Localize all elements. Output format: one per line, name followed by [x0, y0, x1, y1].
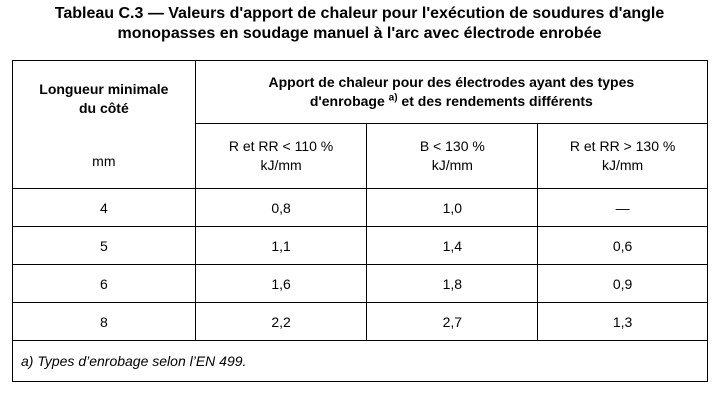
table-row: 8 2,2 2,7 1,3	[12, 302, 708, 341]
footnote-row: a) Types d’enrobage selon l’EN 499.	[12, 340, 708, 382]
value-cell: 1,3	[537, 302, 708, 341]
column-header-1-unit: kJ/mm	[260, 157, 302, 173]
length-cell: 6	[12, 264, 196, 303]
table-caption: Tableau C.3 — Valeurs d'apport de chaleu…	[0, 4, 719, 44]
row-header-cell: Longueur minimale du côté mm	[12, 60, 196, 189]
value-cell: 0,9	[537, 264, 708, 303]
column-header-2-label: B < 130 %	[419, 138, 485, 154]
row-header-line-2: du côté	[78, 99, 129, 116]
column-header-3: R et RR > 130 % kJ/mm	[537, 123, 708, 189]
value-cell: 0,6	[537, 226, 708, 265]
length-cell: 4	[12, 188, 196, 227]
value-cell: 1,8	[366, 264, 539, 303]
footnote: a) Types d’enrobage selon l’EN 499.	[12, 340, 708, 382]
table-row: 5 1,1 1,4 0,6	[12, 226, 708, 265]
length-cell: 5	[12, 226, 196, 265]
value-cell: 1,1	[194, 226, 368, 265]
value-cell: 2,7	[366, 302, 539, 341]
row-header-label: Longueur minimale du côté	[13, 80, 195, 118]
group-header-text-a: d'enrobage	[309, 93, 389, 109]
value-cell: 1,0	[366, 188, 539, 227]
group-header-text-b: et des rendements différents	[397, 93, 593, 109]
column-header-2: B < 130 % kJ/mm	[366, 123, 539, 189]
group-header-line-2: d'enrobage a) et des rendements différen…	[196, 92, 707, 111]
header-row-2: R et RR < 110 % kJ/mm B < 130 % kJ/mm R …	[13, 123, 708, 189]
row-header-unit: mm	[92, 152, 116, 169]
column-header-3-unit: kJ/mm	[602, 157, 644, 173]
column-header-2-unit: kJ/mm	[431, 157, 473, 173]
heat-input-table: Longueur minimale du côté mm Apport de c…	[12, 60, 709, 382]
caption-line-1: Tableau C.3 — Valeurs d'apport de chaleu…	[54, 5, 665, 22]
value-cell: 1,6	[194, 264, 368, 303]
row-header-line-1: Longueur minimale	[39, 80, 169, 97]
header-row-1: Longueur minimale du côté mm Apport de c…	[12, 60, 709, 189]
group-header-cell: Apport de chaleur pour des électrodes ay…	[194, 60, 709, 124]
caption-line-2: monopasses en soudage manuel à l'arc ave…	[117, 25, 602, 42]
table-row: 6 1,6 1,8 0,9	[12, 264, 708, 303]
length-cell: 8	[12, 302, 196, 341]
group-header-line-1: Apport de chaleur pour des électrodes ay…	[268, 74, 635, 90]
column-header-1-label: R et RR < 110 %	[228, 138, 334, 154]
value-cell: 2,2	[194, 302, 368, 341]
value-cell: 0,8	[194, 188, 368, 227]
value-cell: 1,4	[366, 226, 539, 265]
table-row: 4 0,8 1,0 —	[12, 188, 708, 227]
value-cell: —	[537, 188, 708, 227]
column-header-1: R et RR < 110 % kJ/mm	[194, 123, 368, 189]
column-header-3-label: R et RR > 130 %	[569, 138, 676, 154]
footnote-marker: a)	[388, 92, 398, 104]
